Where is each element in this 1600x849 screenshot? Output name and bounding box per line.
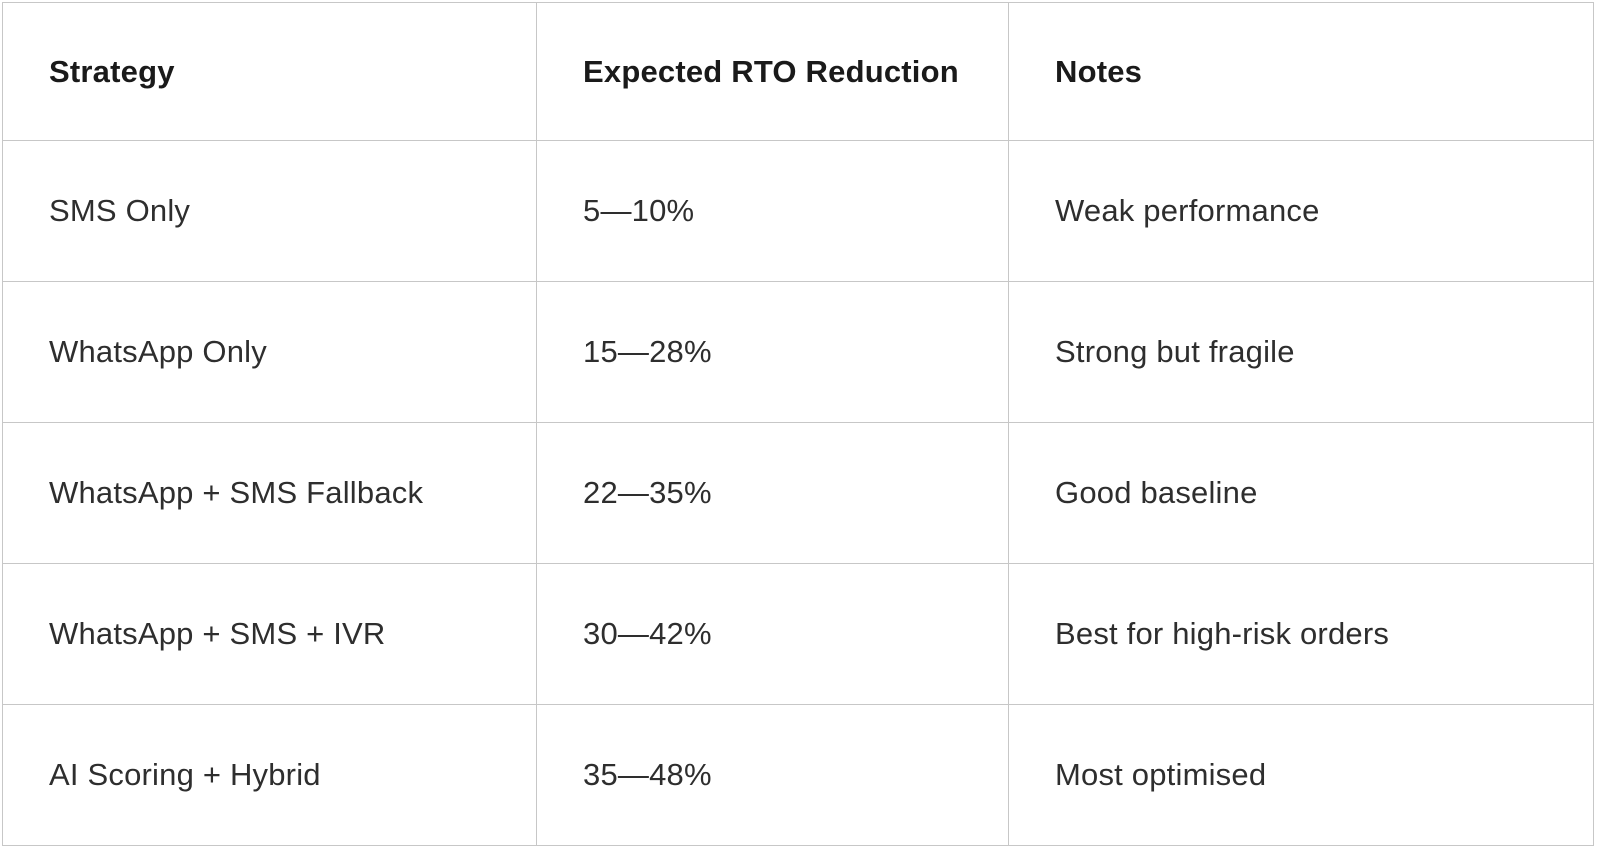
column-header-strategy: Strategy — [2, 2, 537, 141]
cell-notes: Good baseline — [1008, 422, 1594, 564]
cell-notes: Most optimised — [1008, 704, 1594, 846]
cell-rto-reduction: 30—42% — [536, 563, 1009, 705]
cell-strategy: WhatsApp + SMS Fallback — [2, 422, 537, 564]
cell-rto-reduction: 5—10% — [536, 140, 1009, 282]
cell-strategy: AI Scoring + Hybrid — [2, 704, 537, 846]
cell-notes: Weak performance — [1008, 140, 1594, 282]
column-header-notes: Notes — [1008, 2, 1594, 141]
cell-strategy: WhatsApp + SMS + IVR — [2, 563, 537, 705]
cell-rto-reduction: 22—35% — [536, 422, 1009, 564]
cell-rto-reduction: 35—48% — [536, 704, 1009, 846]
table-row: WhatsApp + SMS Fallback 22—35% Good base… — [2, 422, 1594, 564]
table-row: WhatsApp Only 15—28% Strong but fragile — [2, 281, 1594, 423]
table-row: WhatsApp + SMS + IVR 30—42% Best for hig… — [2, 563, 1594, 705]
table-row: AI Scoring + Hybrid 35—48% Most optimise… — [2, 704, 1594, 846]
cell-strategy: SMS Only — [2, 140, 537, 282]
table-row: SMS Only 5—10% Weak performance — [2, 140, 1594, 282]
cell-strategy: WhatsApp Only — [2, 281, 537, 423]
cell-rto-reduction: 15—28% — [536, 281, 1009, 423]
column-header-rto-reduction: Expected RTO Reduction — [536, 2, 1009, 141]
table-header-row: Strategy Expected RTO Reduction Notes — [2, 2, 1594, 141]
cell-notes: Best for high-risk orders — [1008, 563, 1594, 705]
cell-notes: Strong but fragile — [1008, 281, 1594, 423]
